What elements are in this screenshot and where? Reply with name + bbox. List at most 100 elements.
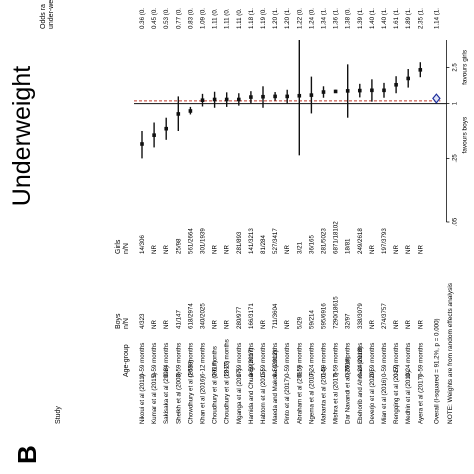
boys-count: 5/29 [296, 316, 303, 329]
point-estimate [345, 89, 350, 93]
boys-count: NR [151, 320, 158, 329]
boys-count: NR [260, 320, 267, 329]
study-name: Maeda and Makoka (2012) [272, 350, 279, 424]
boys-count: NR [369, 320, 376, 329]
point-estimate [370, 88, 374, 93]
boys-count: 7290/18615 [333, 296, 340, 329]
study-name: Nikoui et al (2011) [139, 374, 146, 424]
girls-count: 25/98 [175, 238, 182, 254]
girls-count: 6871/18102 [333, 221, 340, 254]
study-name: Mahanta et al (2014) [321, 367, 328, 424]
study-name: Mian et al (2016) [381, 378, 388, 424]
girls-count: 281/893 [236, 231, 243, 254]
age-group: 0-59 months [284, 343, 291, 377]
boys-count: 340/2025 [200, 303, 207, 329]
boys-count: NR [163, 320, 170, 329]
point-estimate [273, 94, 277, 99]
odds-ratio-value: 1.24 (0. [308, 8, 315, 29]
age-group: 0-59 months [187, 343, 194, 377]
age-group: 0-59 months [248, 343, 255, 377]
boys-count: NR [405, 320, 412, 329]
point-estimate [249, 95, 253, 99]
age-group: 0-59 months [175, 343, 182, 377]
study-name: Chowdhury et al (2018) [187, 360, 194, 424]
girls-count: 527/3417 [272, 228, 279, 254]
boys-count: 4/323 [139, 313, 146, 329]
overall-diamond [432, 93, 441, 104]
odds-ratio-value: 0.36 (0. [139, 8, 146, 29]
odds-ratio-value: 1.39 (1. [357, 8, 364, 29]
header-girls: Girls [115, 239, 122, 254]
boys-count: 32/97 [345, 313, 352, 329]
age-group: 0-59 months [417, 343, 424, 377]
study-name: Sakisaka et al (2006) [163, 366, 170, 424]
age-group: 6-12 months [200, 343, 207, 377]
study-name: Ngema et al (2017) [308, 371, 315, 424]
chart-title: Underweight [8, 66, 36, 206]
x-tick-label: .05 [452, 217, 458, 226]
overall-value: 1.14 (1. [433, 8, 440, 29]
panel-letter: B [12, 445, 42, 464]
girls-count: NR [417, 245, 424, 254]
odds-ratio-value: 1.18 (1. [248, 8, 255, 29]
point-estimate [406, 76, 410, 81]
study-name: Deverjo et al (2020) [369, 370, 376, 424]
girls-count: 249/2618 [357, 228, 364, 254]
x-axis: .05 .25 1 2.5 [445, 40, 458, 226]
point-estimate [309, 93, 314, 97]
girls-count: 197/3793 [381, 228, 388, 254]
study-name: Ayera et al (2017) [417, 375, 424, 424]
favours-girls-label: favours girls [461, 49, 468, 85]
age-group: 12-23 months [224, 339, 231, 377]
overall-label: Overall (I-squared = 91.2%, p = 0.000) [433, 318, 440, 424]
age-group: 0-59 months [296, 343, 303, 377]
odds-ratio-value: 0.53 (0. [163, 8, 170, 29]
study-name: Choudhury et al (2017) [212, 361, 219, 424]
odds-ratio-value: 1.11 (0. [212, 8, 219, 29]
odds-ratio-value: 0.77 (0. [175, 8, 182, 29]
point-estimate [418, 68, 423, 72]
odds-ratio-value: 1.20 (1. [272, 8, 279, 29]
odds-ratio-value: 1.11 (0. [224, 8, 231, 29]
odds-ratio-value: 1.19 (0. [260, 8, 267, 29]
girls-count: 141/3213 [248, 228, 255, 254]
girls-count: NR [369, 245, 376, 254]
study-name: Choudhury et al (2017) [224, 361, 231, 424]
age-group: 0-59 months [321, 343, 328, 377]
girls-count: 301/1939 [200, 228, 207, 254]
header-odds-ratio-sub: under-we [48, 0, 55, 29]
age-group: 0-59 months [333, 343, 340, 377]
study-name: Mganga et al (2017) [236, 369, 243, 424]
study-name: Kumar et al (2015) [151, 373, 158, 424]
girls-count: 18/81 [345, 238, 352, 254]
girls-count: NR [393, 245, 400, 254]
point-estimate [382, 88, 386, 93]
odds-ratio-value: 1.36 (1. [333, 8, 340, 29]
girls-count: 3/21 [296, 241, 303, 254]
boys-count: 280/977 [236, 306, 243, 329]
age-group: 0-59 months [151, 343, 158, 377]
age-group: 0-59 months [393, 343, 400, 377]
boys-count: 274/3757 [381, 303, 388, 329]
odds-ratio-value: 1.09 (0. [200, 8, 207, 29]
x-tick-label: 1 [452, 101, 458, 105]
odds-ratio-value: 1.89 (1. [405, 8, 412, 29]
age-group: 0-59 months [345, 343, 352, 377]
study-name: Hamida and Chuang (2017) [248, 348, 255, 424]
point-estimate [333, 89, 338, 94]
study-name: Dar Navandi et al (2018) [345, 357, 352, 424]
point-estimate [358, 88, 362, 93]
odds-ratio-value: 1.22 (0. [296, 8, 303, 29]
point-estimate [394, 82, 398, 87]
favours-boys-label: favours boys [461, 116, 468, 154]
study-name: Medhin et al (2010) [405, 371, 412, 424]
point-estimate [285, 94, 289, 99]
point-estimate [212, 97, 217, 102]
odds-ratio-value: 1.11 (0. [236, 8, 243, 29]
odds-ratio-value: 1.38 (0. [345, 8, 352, 29]
study-table: Nikoui et al (2011)0-59 months4/32314/30… [139, 8, 440, 424]
age-group: 0-59 months [272, 343, 279, 377]
header-boys-unit: n/N [123, 318, 130, 329]
odds-ratio-value: 2.35 (1. [417, 8, 424, 29]
